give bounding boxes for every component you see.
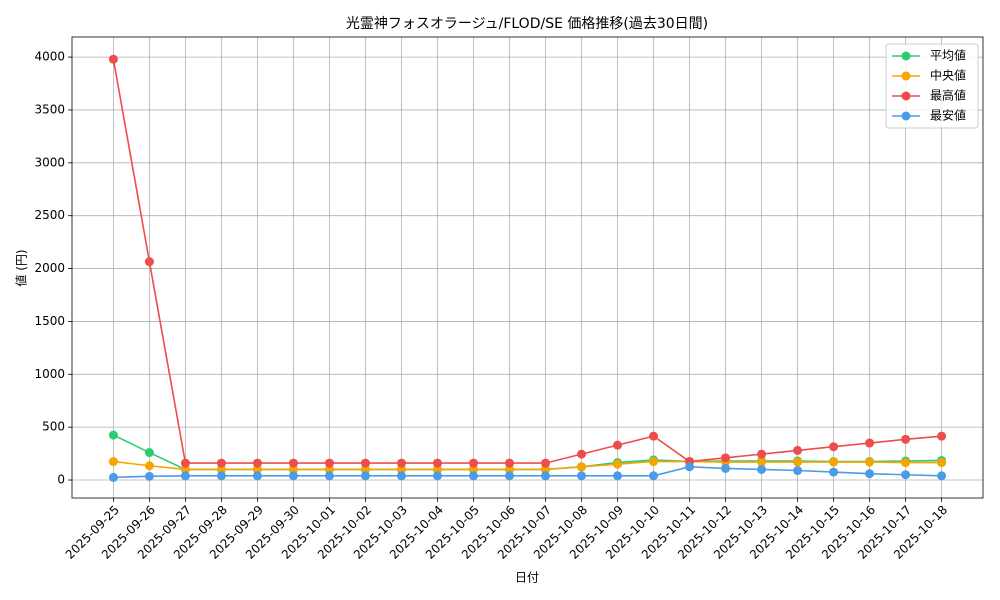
point [396, 471, 406, 481]
point [180, 458, 190, 468]
point [757, 464, 767, 474]
point [901, 470, 911, 480]
point [937, 471, 947, 481]
legend-label: 最高値 [930, 88, 966, 103]
point [865, 469, 875, 479]
point [721, 453, 731, 463]
point [793, 457, 803, 467]
point [757, 449, 767, 459]
point [468, 464, 478, 474]
point [216, 464, 226, 474]
point [288, 464, 298, 474]
point [865, 457, 875, 467]
point [108, 54, 118, 64]
point [108, 430, 118, 440]
point [829, 457, 839, 467]
legend-marker [901, 51, 911, 61]
point [793, 445, 803, 455]
plot-frame [71, 36, 984, 499]
point [468, 471, 478, 481]
point [541, 458, 551, 468]
point [324, 464, 334, 474]
point [144, 448, 154, 458]
point [649, 457, 659, 467]
point [613, 471, 623, 481]
point [577, 449, 587, 459]
legend-label: 中央値 [930, 68, 966, 83]
point [468, 458, 478, 468]
legend-marker [901, 71, 911, 81]
legend-label: 最安値 [930, 108, 966, 123]
point [541, 471, 551, 481]
point [901, 434, 911, 444]
legend-marker [901, 111, 911, 121]
point [324, 471, 334, 481]
point [504, 458, 514, 468]
point [577, 462, 587, 472]
legend-marker [901, 91, 911, 101]
point [937, 431, 947, 441]
point [360, 464, 370, 474]
point [901, 458, 911, 468]
point [937, 458, 947, 468]
point [829, 467, 839, 477]
point [432, 471, 442, 481]
y-tick-label: 500 [42, 420, 65, 434]
y-axis-label: 値 (円) [14, 249, 29, 286]
point [252, 471, 262, 481]
point [396, 464, 406, 474]
point [108, 472, 118, 482]
point [360, 458, 370, 468]
point [324, 458, 334, 468]
point [252, 464, 262, 474]
point [144, 471, 154, 481]
point [216, 458, 226, 468]
point [504, 471, 514, 481]
point [649, 431, 659, 441]
y-tick-label: 3000 [34, 155, 65, 169]
point [180, 471, 190, 481]
point [613, 459, 623, 469]
point [721, 463, 731, 473]
point [360, 471, 370, 481]
point [613, 440, 623, 450]
point [108, 457, 118, 467]
point [432, 464, 442, 474]
point [396, 458, 406, 468]
chart-title: 光霊神フォスオラージュ/FLOD/SE 価格推移(過去30日間) [346, 16, 708, 32]
point [757, 457, 767, 467]
legend-label: 平均値 [930, 48, 966, 63]
point [288, 458, 298, 468]
point [829, 442, 839, 452]
point [252, 458, 262, 468]
point [649, 471, 659, 481]
y-tick-label: 3500 [34, 102, 65, 116]
point [577, 471, 587, 481]
point [685, 462, 695, 472]
point [144, 461, 154, 471]
legend-box [885, 43, 979, 129]
y-tick-label: 1500 [34, 314, 65, 328]
y-tick-label: 1000 [34, 367, 65, 381]
point [793, 466, 803, 476]
point [144, 257, 154, 267]
point [216, 471, 226, 481]
point [180, 464, 190, 474]
point [432, 458, 442, 468]
point [541, 464, 551, 474]
series-line [112, 59, 942, 464]
y-tick-label: 2500 [34, 208, 65, 222]
point [504, 464, 514, 474]
y-tick-label: 0 [57, 473, 65, 487]
point [865, 438, 875, 448]
point [288, 471, 298, 481]
series-line [113, 460, 942, 471]
series-line [113, 434, 942, 471]
y-tick-label: 2000 [34, 261, 65, 275]
series-line [113, 466, 942, 479]
y-tick-label: 4000 [34, 50, 65, 64]
x-axis-label: 日付 [515, 571, 539, 585]
